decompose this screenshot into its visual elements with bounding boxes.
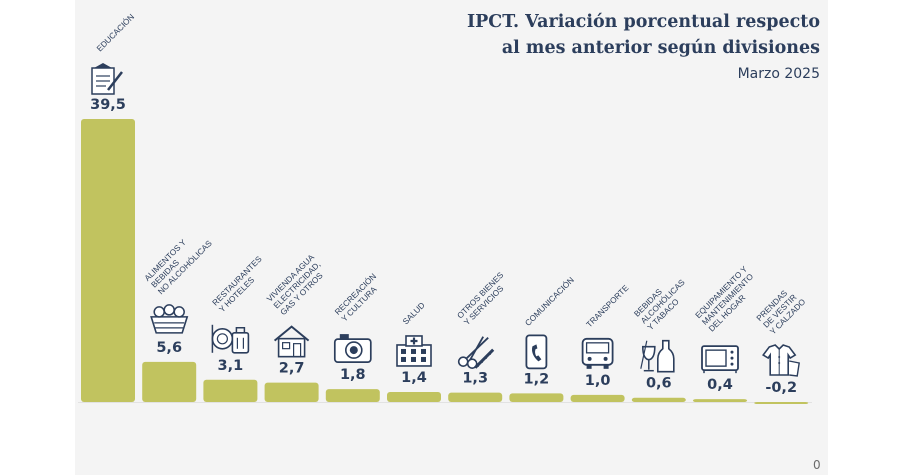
- value-label-2: 3,1: [218, 358, 244, 374]
- chart-title-line-2: al mes anterior según divisiones: [501, 38, 820, 58]
- category-label-line: COMUNICACIÓN: [523, 275, 576, 328]
- bar-5: [387, 391, 441, 402]
- camera-icon: [333, 334, 372, 363]
- chart-subtitle: Marzo 2025: [737, 66, 820, 82]
- bar-10: [693, 399, 747, 402]
- bar-8: [570, 394, 625, 402]
- bottle-glass-icon: [640, 339, 675, 373]
- chart-title: IPCT. Variación porcentual respecto al m…: [400, 9, 820, 61]
- category-label-line: EDUCACIÓN: [94, 12, 136, 54]
- value-label-9: 0,6: [646, 376, 672, 392]
- value-label-5: 1,4: [401, 370, 427, 386]
- chart-title-line-1: IPCT. Variación porcentual respecto: [466, 12, 820, 32]
- value-label-6: 1,3: [462, 371, 488, 387]
- bar-1: [142, 361, 197, 402]
- bar-0: [81, 119, 135, 402]
- bar-11: [754, 402, 809, 404]
- value-label-4: 1,8: [340, 367, 366, 383]
- category-label-5: SALUD: [401, 301, 427, 327]
- value-label-10: 0,4: [707, 377, 733, 393]
- value-label-8: 1,0: [585, 373, 611, 389]
- bus-icon: [581, 337, 614, 369]
- value-label-7: 1,2: [524, 371, 550, 387]
- category-label-8: TRANSPORTE: [585, 283, 631, 329]
- phone-icon: [525, 334, 548, 370]
- category-label-line: TRANSPORTE: [585, 283, 631, 329]
- value-label-3: 2,7: [279, 361, 305, 377]
- category-label-0: EDUCACIÓN: [94, 12, 136, 54]
- house-icon: [273, 325, 310, 358]
- bar-2: [203, 379, 258, 402]
- clothing-icon: [762, 344, 800, 377]
- hospital-icon: [396, 335, 432, 367]
- value-label-0: 39,5: [90, 97, 126, 113]
- bar-6: [448, 392, 503, 402]
- bar-4: [325, 389, 380, 402]
- microwave-icon: [701, 345, 739, 374]
- value-label-1: 5,6: [156, 340, 182, 356]
- education-icon: [91, 63, 123, 95]
- food-basket-icon: [150, 304, 189, 334]
- restaurant-hotel-icon: [211, 324, 250, 354]
- baseline-zero-label: 0: [813, 458, 821, 472]
- bar-9: [631, 397, 686, 402]
- bar-3: [264, 382, 319, 402]
- scissors-comb-icon: [457, 336, 495, 369]
- bar-7: [509, 393, 564, 402]
- value-label-11: -0,2: [765, 380, 797, 396]
- category-label-7: COMUNICACIÓN: [523, 275, 576, 328]
- category-label-line: SALUD: [401, 301, 427, 327]
